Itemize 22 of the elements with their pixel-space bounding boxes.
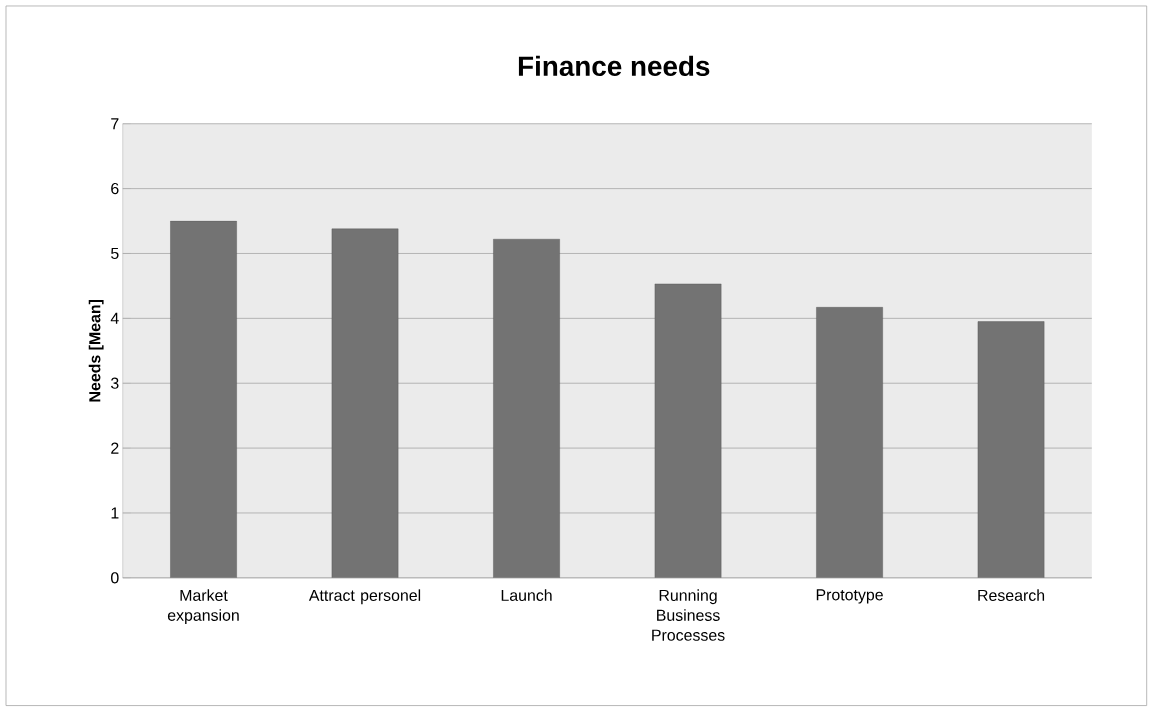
bar	[977, 321, 1045, 579]
bar	[331, 228, 399, 579]
x-tick-label: Prototype	[816, 589, 883, 604]
y-tick-label: 7	[111, 118, 119, 130]
y-tick-label: 6	[111, 183, 119, 195]
y-tick-label: 1	[111, 507, 119, 519]
bar	[816, 307, 883, 579]
x-tick-label: Market expansion	[167, 589, 239, 625]
y-tick-label: 2	[111, 442, 119, 454]
y-tick-label: 4	[110, 313, 119, 325]
y-axis-title: Needs [Mean]	[88, 300, 104, 402]
bar	[170, 221, 237, 579]
x-tick-label: Launch	[501, 589, 552, 602]
x-tick-label: Research	[978, 589, 1045, 602]
chart-title: Finance needs	[518, 55, 710, 77]
y-tick-label: 3	[111, 377, 119, 390]
y-tick-label: 5	[111, 248, 119, 260]
bar	[654, 283, 722, 579]
x-tick-label: Running Business Processes	[652, 589, 725, 641]
bar	[493, 239, 560, 579]
x-tick-label: Attract personel	[308, 589, 421, 605]
y-tick-label: 0	[111, 572, 119, 584]
